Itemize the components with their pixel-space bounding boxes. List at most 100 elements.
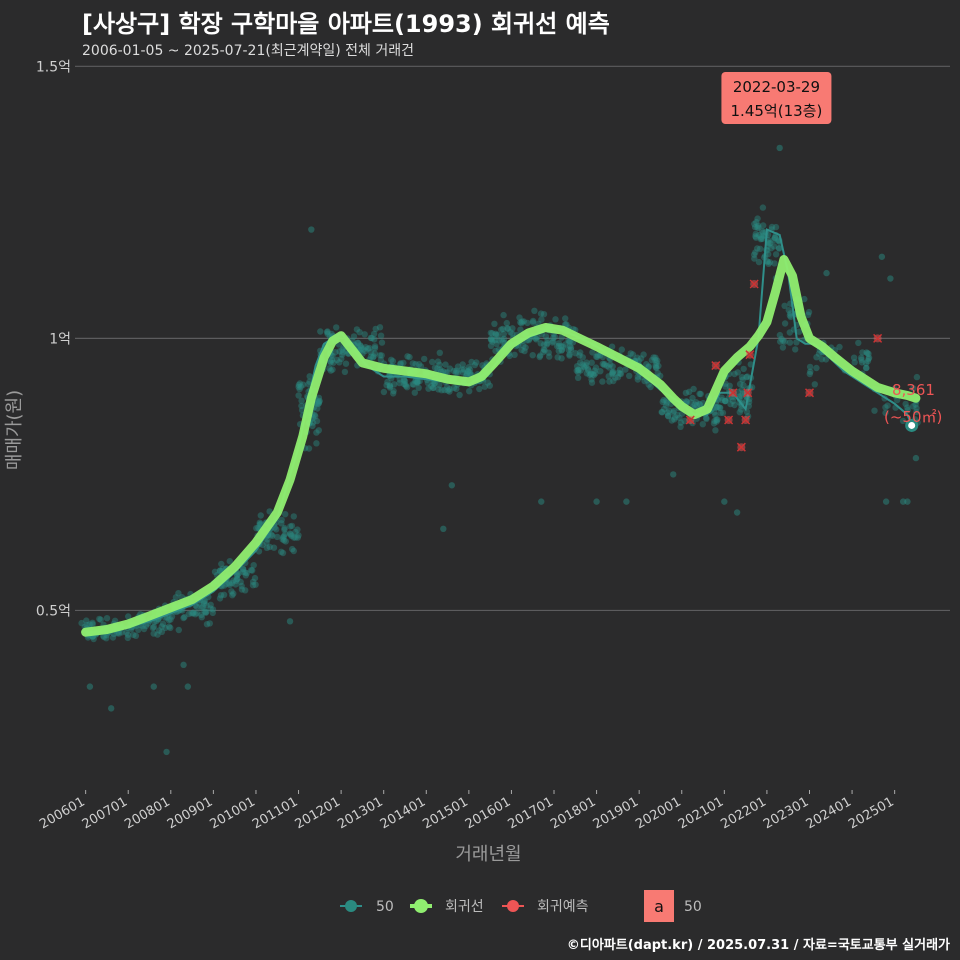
- transaction-point: [296, 380, 304, 387]
- transaction-point: [218, 560, 225, 568]
- transaction-point: [758, 235, 765, 242]
- transaction-point: [401, 377, 408, 384]
- transaction-point: [414, 378, 421, 385]
- transaction-point: [414, 379, 421, 387]
- transaction-point: [264, 536, 271, 543]
- transaction-point: [295, 532, 302, 539]
- transaction-point: [305, 445, 313, 452]
- transaction-point: [431, 380, 438, 388]
- transaction-point: [140, 625, 148, 633]
- transaction-point: [533, 336, 540, 343]
- transaction-point: [574, 363, 581, 370]
- transaction-point: [690, 385, 697, 393]
- transaction-point: [758, 227, 766, 235]
- transaction-point: [722, 398, 729, 405]
- transaction-point: [315, 400, 322, 408]
- transaction-point: [125, 613, 132, 620]
- prediction-point: [711, 361, 721, 371]
- transaction-point: [400, 380, 408, 388]
- transaction-point: [242, 569, 249, 576]
- transaction-point: [406, 353, 413, 361]
- transaction-point: [440, 525, 447, 533]
- transaction-point: [605, 373, 612, 380]
- transaction-point: [760, 229, 767, 236]
- transaction-point: [230, 577, 237, 584]
- transaction-point: [290, 513, 297, 520]
- transaction-point: [659, 398, 666, 406]
- legend-label: 50: [376, 899, 394, 915]
- transaction-point: [666, 407, 673, 414]
- transaction-point: [771, 234, 778, 242]
- transaction-point: [86, 621, 93, 628]
- transaction-point: [216, 567, 224, 574]
- transaction-point: [775, 245, 783, 252]
- transaction-point: [627, 350, 634, 357]
- transaction-point: [653, 359, 660, 366]
- transaction-point: [645, 381, 652, 388]
- transaction-point: [446, 365, 454, 372]
- legend-label: 회귀예측: [537, 899, 589, 915]
- transaction-point: [567, 344, 575, 351]
- legend-label: 50: [684, 899, 702, 915]
- transaction-point: [489, 330, 496, 337]
- transaction-point: [338, 355, 345, 362]
- transaction-point: [739, 376, 746, 383]
- transaction-point: [710, 420, 718, 427]
- transaction-point: [354, 339, 362, 347]
- transaction-point: [622, 366, 629, 373]
- transaction-point: [768, 245, 775, 252]
- transaction-point: [86, 683, 94, 690]
- transaction-point: [287, 531, 294, 538]
- transaction-point: [430, 384, 437, 391]
- transaction-point: [517, 326, 524, 333]
- transaction-point: [617, 370, 625, 377]
- transaction-point: [634, 373, 641, 380]
- prediction-cross: [743, 388, 753, 398]
- transaction-point: [292, 528, 299, 536]
- transaction-point: [437, 366, 444, 373]
- transaction-point: [460, 366, 468, 373]
- transaction-point: [353, 326, 361, 333]
- transaction-point: [89, 621, 96, 628]
- transaction-point: [339, 346, 346, 353]
- transaction-point: [738, 374, 746, 381]
- transaction-point: [228, 588, 235, 595]
- transaction-point: [78, 619, 85, 627]
- x-tick-label: 202101: [676, 794, 726, 832]
- transaction-point: [400, 376, 408, 383]
- transaction-point: [771, 260, 778, 267]
- transaction-point: [787, 310, 794, 317]
- transaction-point: [674, 411, 681, 419]
- transaction-point: [377, 356, 385, 364]
- transaction-point: [540, 346, 547, 353]
- transaction-point: [583, 359, 590, 366]
- transaction-point: [756, 245, 764, 252]
- transaction-point: [615, 369, 622, 376]
- transaction-point: [232, 581, 239, 588]
- transaction-point: [415, 361, 423, 368]
- transaction-point: [237, 578, 244, 586]
- transaction-point: [660, 396, 667, 404]
- transaction-point: [439, 368, 447, 375]
- transaction-point: [429, 358, 436, 366]
- legend[interactable]: 50 회귀선 회귀예측 a 50: [340, 890, 702, 922]
- transaction-point: [692, 399, 700, 406]
- transaction-point: [751, 251, 758, 258]
- transaction-point: [572, 350, 579, 357]
- transaction-point: [887, 275, 894, 282]
- transaction-point: [537, 340, 544, 347]
- transaction-point: [544, 337, 551, 344]
- transaction-point: [865, 350, 872, 357]
- transaction-point: [278, 548, 285, 555]
- transaction-point: [609, 368, 617, 375]
- transaction-point: [498, 326, 505, 333]
- transaction-point: [83, 621, 91, 629]
- transaction-point: [776, 331, 784, 339]
- transaction-point: [713, 404, 720, 411]
- transaction-point: [421, 355, 428, 363]
- transaction-point: [731, 401, 738, 409]
- transaction-point: [500, 335, 508, 342]
- transaction-point: [484, 379, 491, 386]
- transaction-point: [850, 354, 858, 361]
- transaction-point: [752, 230, 759, 238]
